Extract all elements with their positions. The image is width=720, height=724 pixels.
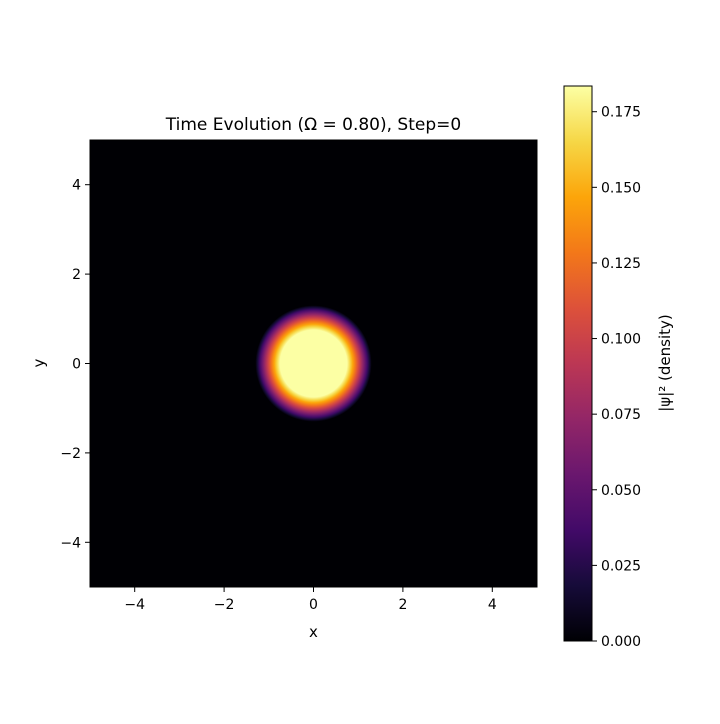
y-tick-label: 4 <box>72 178 81 194</box>
colorbar-tick-label: 0.000 <box>601 634 641 650</box>
x-tick-label: 4 <box>488 597 497 613</box>
y-tick-label: 0 <box>72 357 81 373</box>
y-tick-label: 2 <box>72 267 81 283</box>
x-axis-label: x <box>309 623 318 641</box>
x-axis-ticks: −4 −2 0 2 4 <box>124 587 497 613</box>
y-axis-label: y <box>30 358 48 367</box>
colorbar-tick-label: 0.100 <box>601 332 641 348</box>
colorbar-scale <box>563 85 593 642</box>
colorbar-label: |ψ|² (density) <box>656 314 674 412</box>
y-axis-ticks: −4 −2 0 2 4 <box>60 178 90 551</box>
density-blob <box>255 305 372 422</box>
colorbar: 0.000 0.025 0.050 0.075 0.100 0.125 0.150 0.175… <box>563 85 674 650</box>
colorbar-tick-label: 0.125 <box>601 256 641 272</box>
y-tick-label: −2 <box>60 446 81 462</box>
colorbar-tick-label: 0.075 <box>601 407 641 423</box>
colorbar-tick-label: 0.025 <box>601 558 641 574</box>
chart-title: Time Evolution (Ω = 0.80), Step=0 <box>165 115 461 135</box>
colorbar-tick-label: 0.150 <box>601 180 641 196</box>
x-tick-label: −2 <box>214 597 235 613</box>
y-tick-label: −4 <box>60 535 81 551</box>
colorbar-tick-label: 0.050 <box>601 483 641 499</box>
colorbar-ticks: 0.000 0.025 0.050 0.075 0.100 0.125 0.150 0.175 <box>592 105 641 650</box>
colorbar-tick-label: 0.175 <box>601 105 641 121</box>
x-tick-label: −4 <box>124 597 145 613</box>
plot-area <box>89 139 538 588</box>
x-tick-label: 2 <box>398 597 407 613</box>
x-tick-label: 0 <box>309 597 318 613</box>
